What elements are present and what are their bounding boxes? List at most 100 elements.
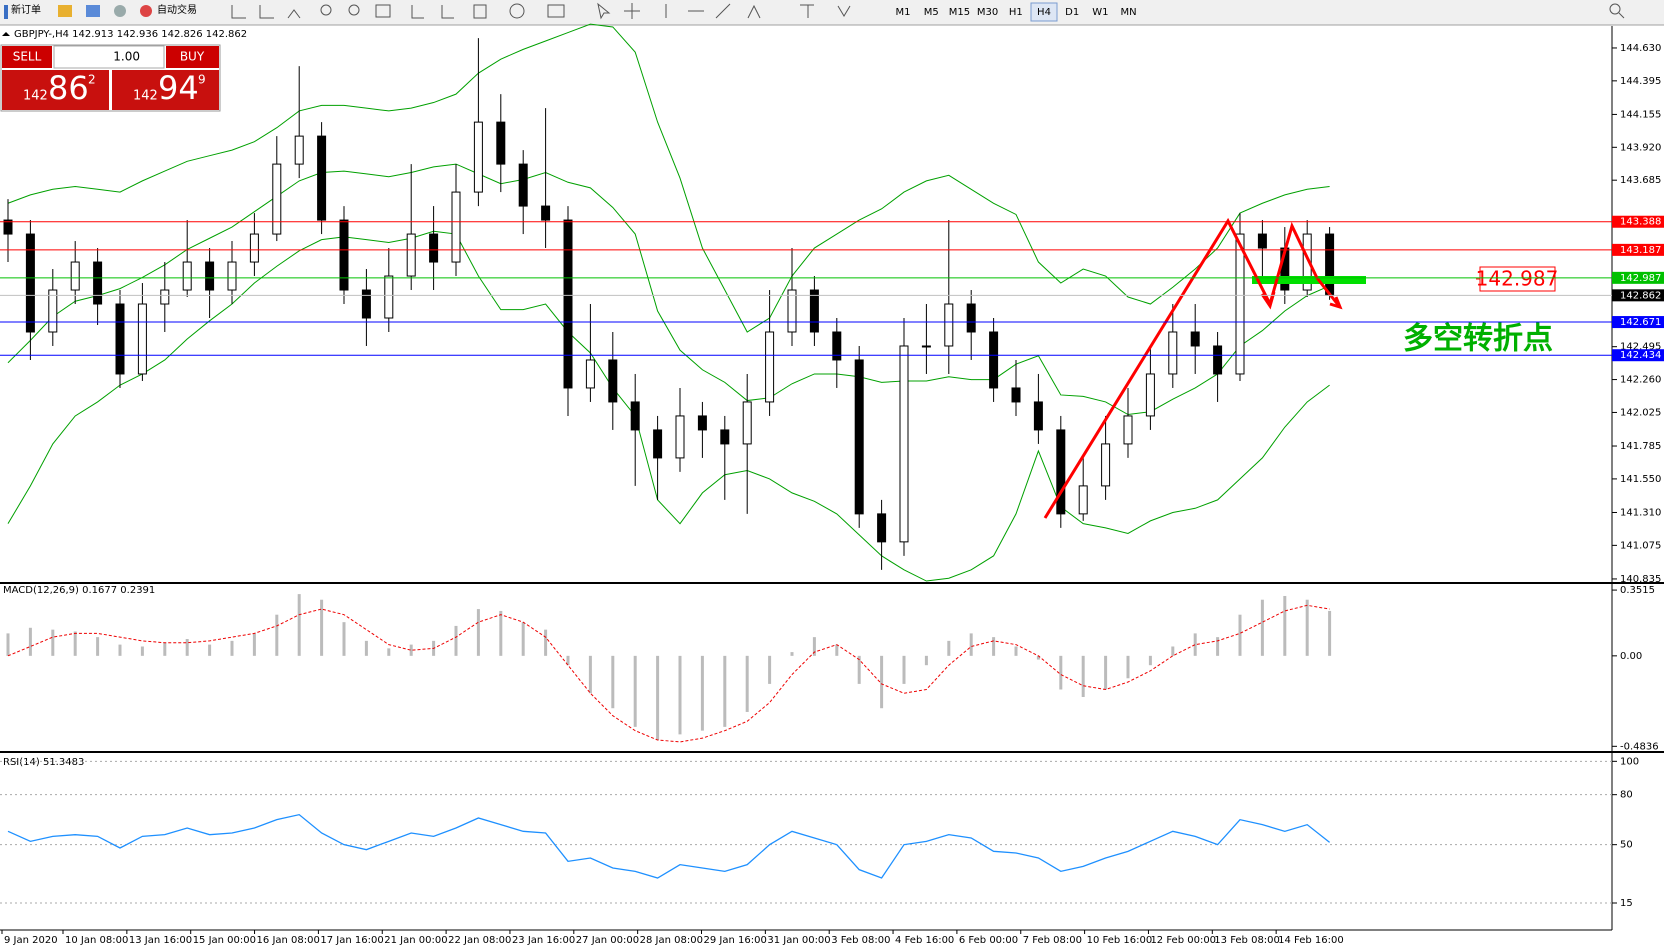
timeframe-button[interactable]: M15 [949, 7, 970, 18]
candle-body [1145, 373, 1155, 417]
candle-body [1325, 233, 1335, 296]
candle-body [294, 135, 304, 165]
lots-input[interactable] [53, 45, 165, 69]
trend-line [1043, 217, 1341, 519]
timeframe-button[interactable]: H4 [1037, 7, 1051, 18]
timeframe-button[interactable]: H1 [1009, 7, 1023, 18]
x-tick-label: 13 Feb 08:00 [1214, 935, 1280, 946]
candle-body [205, 261, 215, 291]
rsi-line [7, 813, 1331, 879]
candle-body [585, 359, 595, 389]
x-tick-label: 15 Jan 00:00 [193, 935, 256, 946]
timeframe-button[interactable]: M5 [924, 7, 939, 18]
collapse-icon[interactable] [2, 32, 10, 36]
y-tick-label: 140.835 [1620, 574, 1661, 585]
x-tick-label: 17 Jan 16:00 [320, 935, 383, 946]
price-label-bg [1612, 289, 1664, 302]
buy-label[interactable]: BUY [180, 50, 205, 64]
candle-body [160, 289, 170, 305]
y-tick-label: 15 [1620, 898, 1633, 909]
sell-label[interactable]: SELL [13, 50, 42, 64]
sell-price-box[interactable] [2, 70, 109, 110]
price-box [1479, 266, 1556, 292]
y-tick-label: 144.395 [1620, 76, 1661, 87]
icon[interactable] [86, 5, 100, 17]
buy-price-box[interactable] [112, 70, 219, 110]
candle-body [921, 345, 931, 348]
icon[interactable] [58, 5, 72, 17]
icon[interactable] [114, 5, 126, 17]
drawings: 142.987 多空转折点 [1043, 217, 1558, 519]
icon[interactable] [140, 5, 152, 17]
auto-trading-button[interactable]: 自动交易 [157, 3, 197, 16]
candle-body [989, 331, 999, 389]
buy-button[interactable] [166, 46, 219, 68]
candle-body [608, 359, 618, 403]
candle-body [361, 289, 371, 319]
sell-button[interactable] [2, 46, 52, 68]
bollinger-upper [7, 23, 1330, 333]
x-tick-label: 13 Jan 16:00 [129, 935, 192, 946]
y-tick-label: 144.630 [1620, 43, 1661, 54]
price-label: 142.434 [1620, 350, 1661, 361]
arrow-head [1260, 291, 1343, 310]
candle-body [182, 261, 192, 291]
rsi-header: RSI(14) 51.3483 [3, 757, 84, 768]
y-tick-label: 141.550 [1620, 474, 1661, 485]
candle-body [1056, 429, 1066, 515]
sell-price-small: 2 [88, 73, 96, 87]
candle-body [473, 121, 483, 193]
price-label: 142.862 [1620, 290, 1661, 301]
candle-body [115, 303, 125, 375]
x-tick-label: 10 Jan 08:00 [65, 935, 128, 946]
sell-price-mid: 86 [48, 69, 89, 107]
candle-body [1257, 233, 1267, 249]
new-order-button[interactable]: 新订单 [11, 3, 41, 16]
candle-body [70, 261, 80, 291]
x-tick-label: 14 Feb 16:00 [1278, 935, 1344, 946]
candle-body [1101, 443, 1111, 487]
tool-icons[interactable] [231, 2, 1625, 20]
selected-timeframe [1030, 2, 1058, 22]
y-tick-label: 142.495 [1620, 342, 1661, 353]
candle-body [1302, 233, 1312, 291]
candle-body [653, 429, 663, 459]
x-tick-label: 7 Feb 08:00 [1023, 935, 1082, 946]
timeframe-button[interactable]: MN [1121, 7, 1137, 18]
lots-value[interactable]: 1.00 [113, 50, 140, 64]
candle-body [3, 219, 13, 235]
candle-body [1235, 233, 1245, 375]
candle-body [429, 233, 439, 263]
timeframe-button[interactable]: M30 [977, 7, 998, 18]
y-tick-label: 141.075 [1620, 540, 1661, 551]
timeframe-button[interactable]: W1 [1092, 7, 1108, 18]
candle-body [720, 429, 730, 445]
candle-body [317, 135, 327, 221]
candle-body [339, 219, 349, 291]
x-tick-label: 31 Jan 00:00 [767, 935, 830, 946]
candle-body [406, 233, 416, 277]
x-tick-label: 10 Feb 16:00 [1087, 935, 1153, 946]
x-tick-label: 16 Jan 08:00 [257, 935, 320, 946]
candle-body [1011, 387, 1021, 403]
price-label-bg [1612, 349, 1664, 362]
y-tick-label: 141.785 [1620, 441, 1661, 452]
y-tick-label: 143.685 [1620, 175, 1661, 186]
candle-body [1123, 415, 1133, 445]
bollinger-middle [7, 163, 1330, 416]
candle-body [675, 415, 685, 459]
x-tick-label: 22 Jan 08:00 [448, 935, 511, 946]
x-tick-label: 9 Jan 2020 [4, 935, 58, 946]
candle-body [765, 331, 775, 403]
y-tick-label: 141.310 [1620, 507, 1661, 518]
timeframe-button[interactable]: M1 [896, 7, 911, 18]
candle-body [1168, 331, 1178, 375]
x-tick-label: 4 Feb 16:00 [895, 935, 954, 946]
timeframe-button[interactable]: D1 [1065, 7, 1079, 18]
x-tick-label: 21 Jan 00:00 [384, 935, 447, 946]
price-label: 143.388 [1620, 217, 1661, 228]
candle-body [93, 261, 103, 305]
icon [4, 5, 8, 19]
